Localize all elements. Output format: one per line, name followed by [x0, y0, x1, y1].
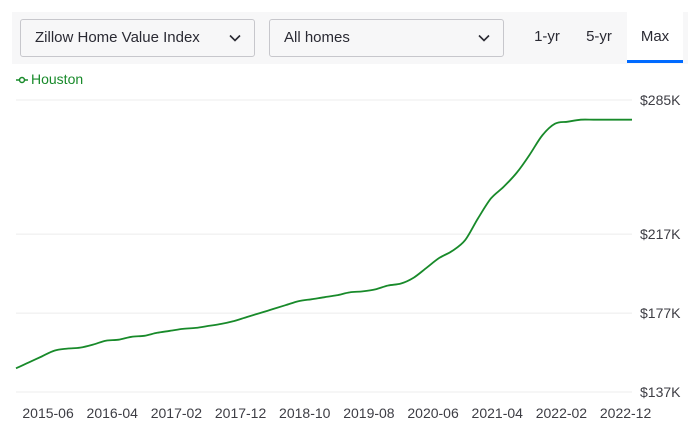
x-tick-label: 2015-06: [22, 405, 74, 421]
chart-toolbar: Zillow Home Value Index All homes 1-yr 5…: [12, 12, 688, 64]
range-1yr-tab[interactable]: 1-yr: [534, 28, 560, 45]
series-line-houston[interactable]: [15, 118, 632, 370]
metric-select-value: Zillow Home Value Index: [35, 29, 200, 46]
x-tick-label: 2022-02: [536, 405, 588, 421]
x-tick-label: 2021-04: [472, 405, 524, 421]
range-max-tab[interactable]: Max: [627, 12, 683, 63]
y-tick-label: $177K: [640, 305, 681, 321]
chevron-down-icon: [478, 34, 490, 42]
chart-legend[interactable]: Houston: [16, 70, 83, 88]
x-axis: 2015-06 2016-04 2017-02 2017-12 2018-10 2019-…: [22, 405, 651, 421]
legend-line-marker-icon: [16, 77, 28, 84]
y-tick-label: $285K: [640, 92, 681, 108]
x-tick-label: 2017-12: [215, 405, 267, 421]
y-axis: $137K $177K $217K $285K: [640, 92, 681, 400]
x-tick-label: 2016-04: [87, 405, 139, 421]
x-tick-label: 2022-12: [600, 405, 652, 421]
x-tick-label: 2019-08: [343, 405, 395, 421]
x-tick-label: 2018-10: [279, 405, 331, 421]
x-tick-label: 2017-02: [151, 405, 203, 421]
range-5yr-tab[interactable]: 5-yr: [586, 28, 612, 45]
legend-label-houston: Houston: [31, 71, 84, 87]
metric-select[interactable]: Zillow Home Value Index: [20, 19, 255, 57]
y-tick-label: $217K: [640, 226, 681, 242]
home-type-select-value: All homes: [284, 29, 350, 46]
series-layer: [15, 118, 632, 370]
home-type-select[interactable]: All homes: [269, 19, 504, 57]
x-tick-label: 2020-06: [407, 405, 459, 421]
gridlines: [16, 99, 632, 393]
chevron-down-icon: [229, 34, 241, 42]
y-tick-label: $137K: [640, 384, 681, 400]
